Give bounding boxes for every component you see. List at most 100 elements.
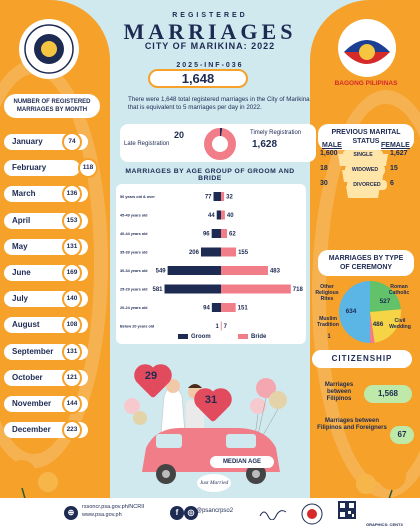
filipino-label: Marriages between Filipinos [324,382,354,402]
month-label: September [12,346,54,356]
bride-bar [221,303,236,312]
bride-value-label: 483 [270,269,281,275]
legend-groom: Groom [178,334,211,340]
ceremony-title: MARRIAGES BY TYPE OF CEREMONY [318,250,414,276]
foreign-label: Marriages between Filipinos and Foreigne… [317,418,387,431]
month-value: 223 [62,420,82,441]
signature-logo-icon [259,510,287,520]
bride-value-label: 7 [224,324,228,330]
month-value: 121 [62,367,82,388]
registration-donut-icon [204,128,236,160]
groom-bar [164,284,221,294]
month-label: May [12,241,28,251]
groom-bar [167,266,221,275]
total-description: There were 1,648 total registered marria… [128,96,310,111]
groom-value-label: 77 [205,195,212,201]
groom-bar [211,303,221,312]
month-value: 131 [62,341,82,362]
ceremony-other-value: 634 [345,308,357,315]
month-label: January [12,137,43,146]
median-age-label: MEDIAN AGE [210,456,274,468]
ceremony-muslim-label: Muslim Tradition [317,316,339,328]
month-label: October [12,372,43,382]
flower-right-icon [356,462,406,502]
partner-logo-icon [301,503,323,525]
just-married-sign: Just Married [197,474,231,492]
footer [0,498,420,530]
social-handle[interactable]: @psancrpso2 [196,508,234,514]
groom-value-label: 549 [156,269,167,275]
qr-code-icon [338,501,356,519]
legend-bride: Bride [238,334,266,340]
foreign-value: 67 [390,426,414,444]
bride-bar [221,266,268,275]
groom-value-label: 94 [203,306,210,312]
ceremony-muslim-value: 1 [327,334,331,340]
status-male-value: 30 [320,180,328,187]
instagram-icon[interactable]: ◎ [184,506,198,520]
ceremony-civil-value: 486 [372,321,384,328]
bride-value-label: 62 [229,232,236,238]
month-value: 140 [62,289,82,310]
groom-bar [200,247,221,257]
bride-bar [221,229,228,238]
month-label: June [12,268,31,277]
status-female-value: 15 [390,165,398,172]
page-subtitle: CITY OF MARIKINA: 2022 [144,41,276,51]
ceremony-catholic-label: Roman Catholic [388,284,410,296]
age-category-label: 25-29 years old [120,288,148,292]
status-label: DIVORCED [347,180,387,190]
wedding-couple-car-illustration-icon [124,378,287,484]
ceremony-catholic-value: 527 [379,298,391,305]
footer-url-rsso[interactable]: rssoncr.psa.gov.ph/NCRII [82,504,145,510]
bride-bar [221,284,291,294]
citizenship-title: CITIZENSHIP [312,350,412,368]
psa-seal-icon [19,19,79,79]
bride-value-label: 718 [293,287,304,293]
month-value: 144 [62,394,82,414]
month-label: March [12,189,36,199]
late-registration-label: Late Registration [124,141,170,147]
month-value: 108 [62,315,82,336]
status-male-value: 1,600 [320,150,338,157]
groom-bar [211,229,221,238]
graphics-credit: GRAPHICS: CENT3 [366,522,403,527]
facebook-icon[interactable]: f [170,506,184,520]
month-value: 169 [62,263,82,283]
bride-value-label: 40 [227,213,234,219]
pie-slice-catholic [370,281,401,312]
month-value: 153 [62,210,82,231]
age-category-label: 40-44 years old [120,232,148,236]
bride-value-label: 32 [226,195,233,201]
pie-slice-other [339,281,370,343]
age-chart-title: MARRIAGES BY AGE GROUP OF GROOM AND BRID… [125,168,295,182]
month-list-title: NUMBER OF REGISTERED MARRIAGES BY MONTH [4,94,100,118]
ceremony-other-label: Other Religious Rites [315,284,339,302]
age-category-label: Below 20 years old [120,325,155,329]
page-title: MARRIAGES [123,19,297,44]
footer-url-psa[interactable]: www.psa.gov.ph [82,512,122,518]
pie-slice-muslim [370,312,375,344]
groom-value-label: 581 [152,287,163,293]
groom-value-label: 1 [216,324,220,330]
bride-value-label: 151 [238,306,249,312]
reference-number: 2025-INF-036 [176,62,244,69]
age-category-label: 45-49 years old [120,214,148,218]
legend-bride-swatch [238,334,248,339]
filipino-value: 1,568 [364,385,412,403]
month-label: July [12,294,29,304]
groom-value-label: 96 [203,232,210,238]
late-registration-value: 20 [174,130,185,140]
bride-value-label: 155 [238,250,249,256]
month-value: 131 [62,236,82,257]
globe-icon: ⊕ [64,506,78,520]
female-label: FEMALE [381,142,410,149]
status-female-value: 6 [390,180,394,187]
previous-status-title: PREVIOUS MARITAL STATUS [318,124,414,150]
ceremony-civil-label: Civil Wedding [389,318,411,330]
bride-bar [221,247,237,257]
age-category-label: 30-34 years old [120,269,148,273]
pie-slice-civil [370,309,402,343]
bride-bar [221,192,225,201]
